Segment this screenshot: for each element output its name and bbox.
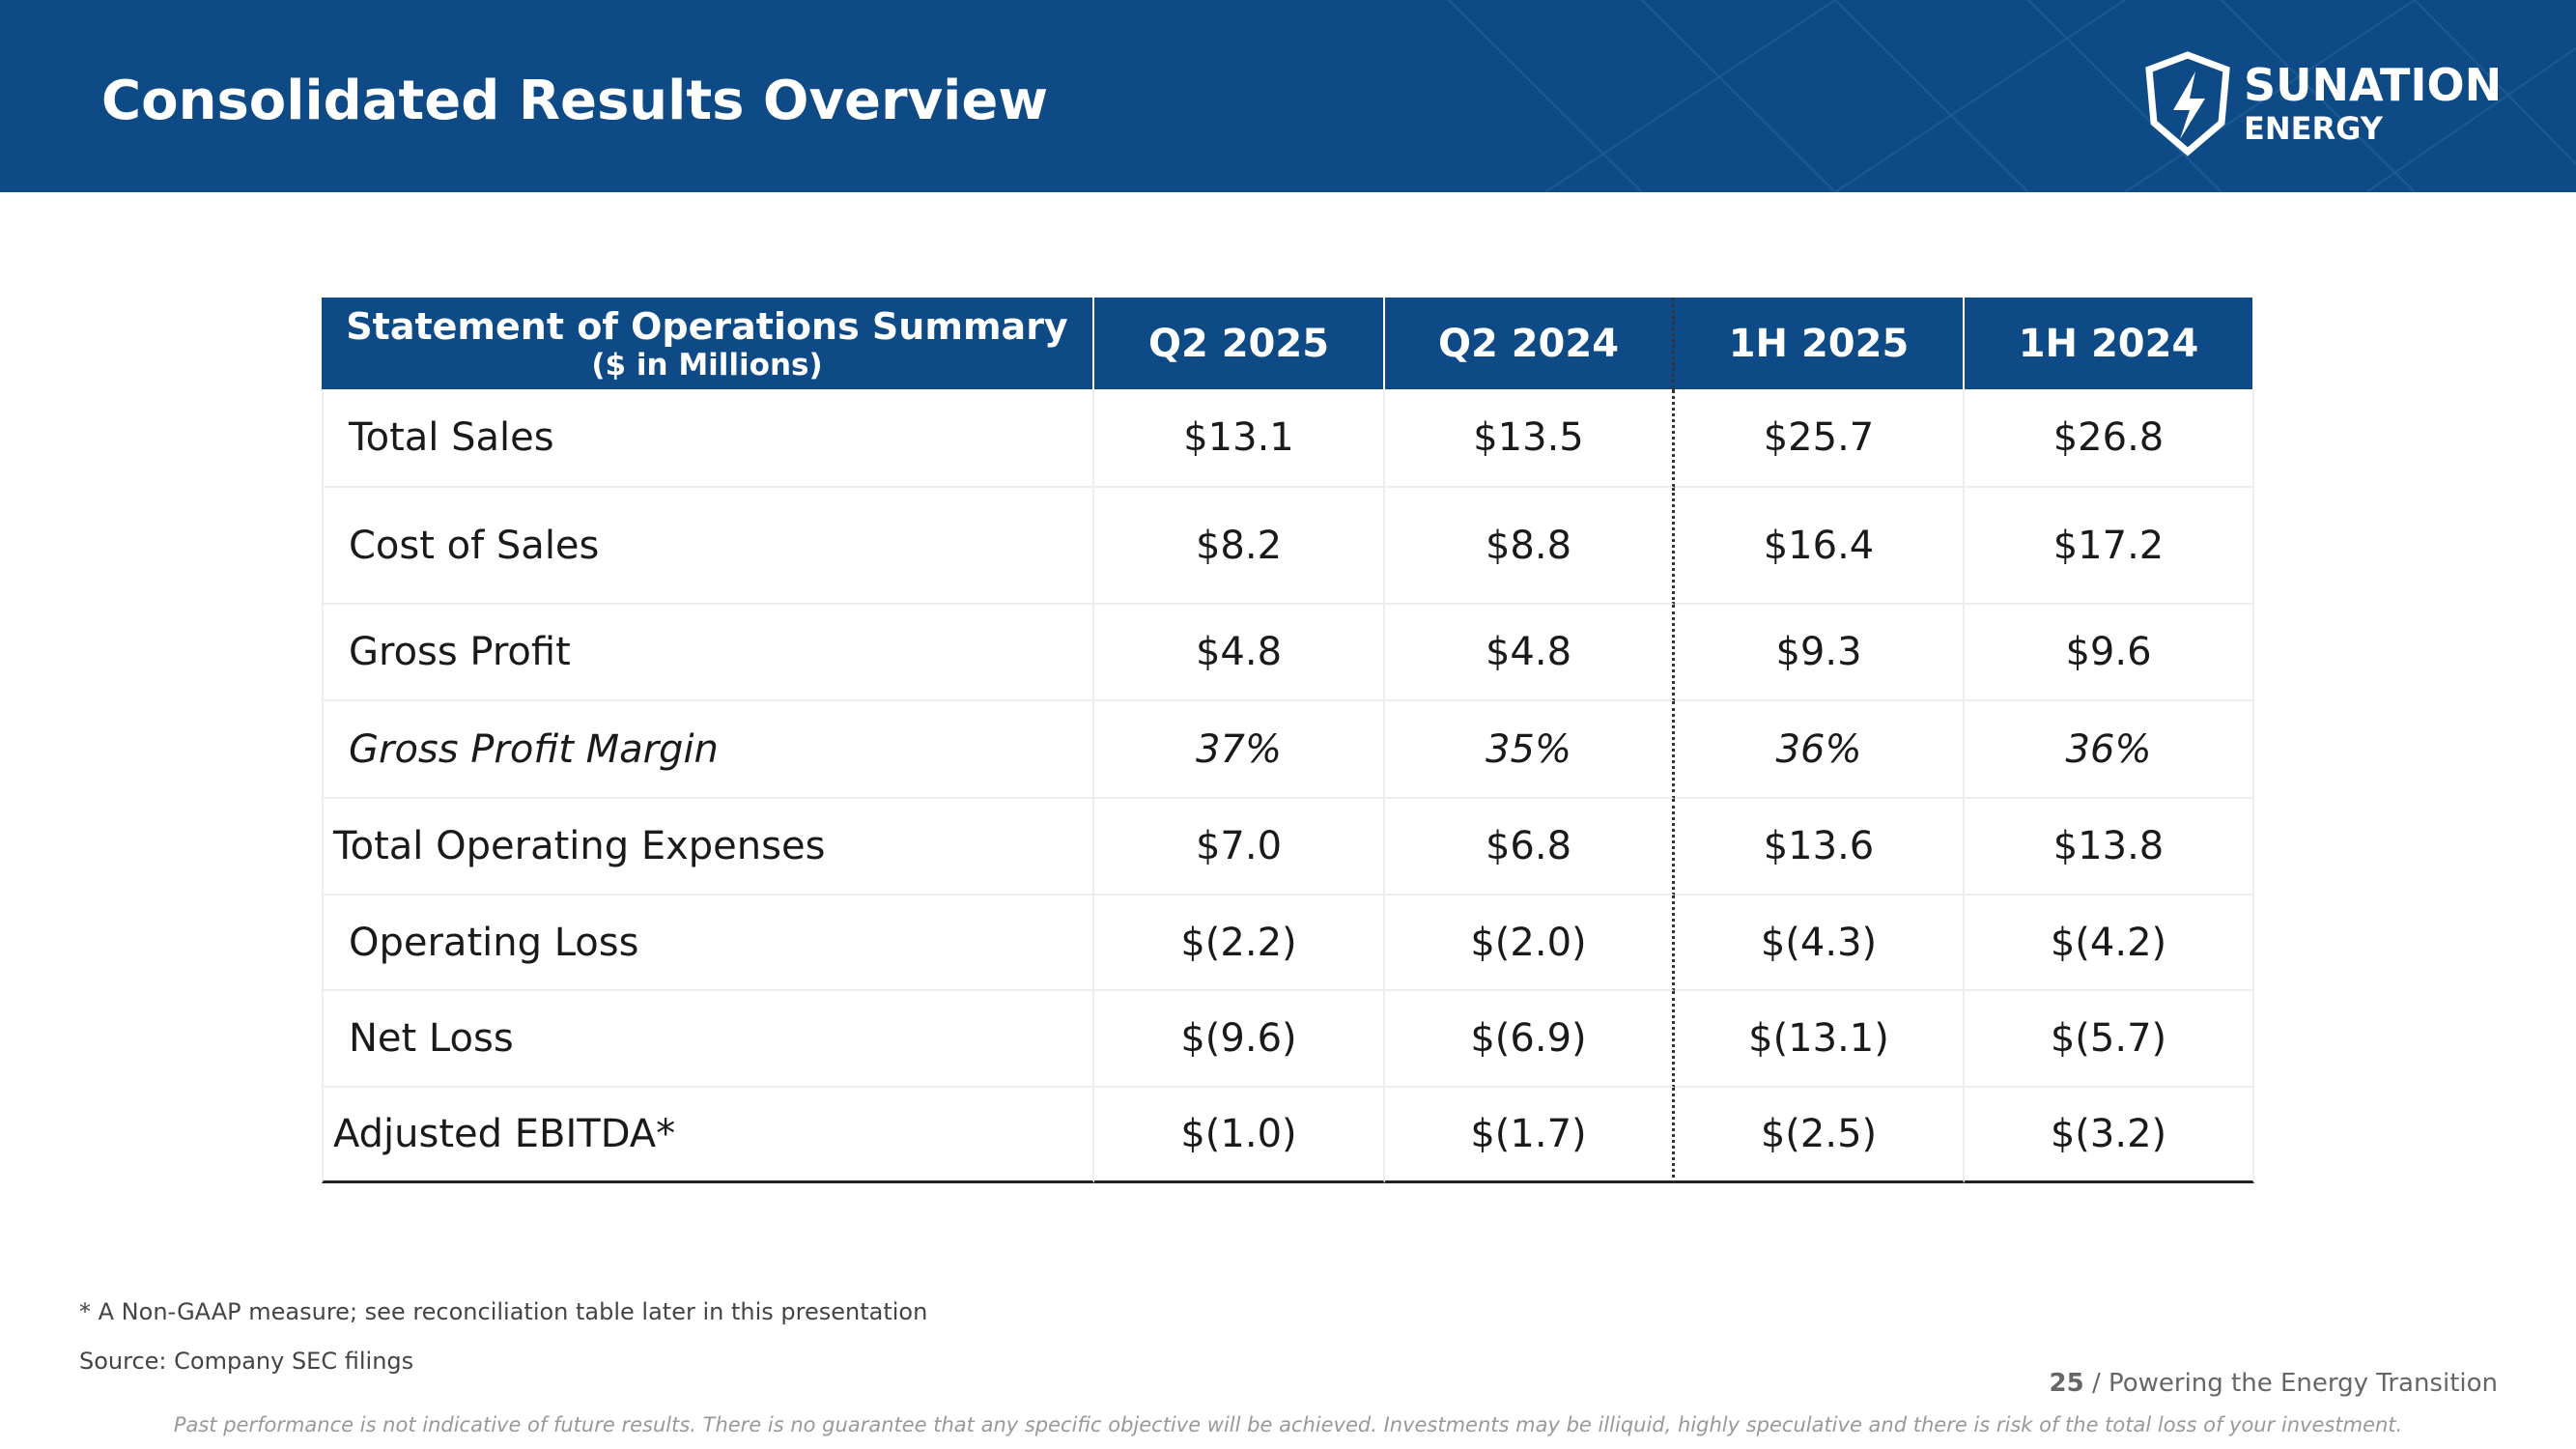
table-row: Total Operating Expenses $7.0 $6.8 $13.6 $13… [322,799,2254,895]
slide-title: Consolidated Results Overview [101,70,1049,132]
page-footer: 25 / Powering the Energy Transition [2049,1369,2498,1398]
table-cell: $17.2 [1965,488,2254,605]
row-label: Gross Profit Margin [322,701,1094,799]
table-cell: $26.8 [1965,389,2254,488]
table-cell: $(4.2) [1965,895,2254,991]
table-row: Gross Profit $4.8 $4.8 $9.3 $9.6 [322,605,2254,701]
row-label: Operating Loss [322,895,1094,991]
table-cell: $(13.1) [1675,991,1965,1088]
column-header: 1H 2024 [1965,298,2254,389]
table-cell: $(5.7) [1965,991,2254,1088]
table-cell: $(6.9) [1385,991,1675,1088]
table-cell: $13.1 [1094,389,1385,488]
row-label: Total Operating Expenses [322,799,1094,895]
table-cell: $(1.0) [1094,1088,1385,1183]
column-header: Q2 2025 [1094,298,1385,389]
table-row: Total Sales $13.1 $13.5 $25.7 $26.8 [322,389,2254,488]
header-band: Consolidated Results Overview SUNATION E… [0,0,2576,192]
column-header: 1H 2025 [1675,298,1965,389]
footnote: Source: Company SEC filings [79,1348,414,1375]
header-title: Statement of Operations Summary [346,304,1068,348]
header-cell: Statement of Operations Summary ($ in Mil… [322,298,1094,389]
panel-pattern [1448,0,2576,192]
tagline: / Powering the Energy Transition [2091,1369,2498,1398]
table-cell: 35% [1385,701,1675,799]
row-label: Total Sales [322,389,1094,488]
logo: SUNATION ENERGY [2145,51,2502,156]
header-subtitle: ($ in Millions) [591,347,823,383]
disclaimer: Past performance is not indicative of fu… [173,1413,2403,1436]
table-cell: $16.4 [1675,488,1965,605]
table-cell: $4.8 [1094,605,1385,701]
header-row: Statement of Operations Summary ($ in Mil… [322,298,2254,389]
table-row: Net Loss $(9.6) $(6.9) $(13.1) $(5.7) [322,991,2254,1088]
table-cell: $(3.2) [1965,1088,2254,1183]
table-cell: $9.3 [1675,605,1965,701]
column-header: Q2 2024 [1385,298,1675,389]
footnote: * A Non-GAAP measure; see reconciliation… [79,1298,928,1325]
table-cell: $9.6 [1965,605,2254,701]
table-row: Adjusted EBITDA* $(1.0) $(1.7) $(2.5) $(3.2) [322,1088,2254,1183]
table-cell: $13.6 [1675,799,1965,895]
logo-sub: ENERGY [2244,110,2384,147]
row-label: Net Loss [322,991,1094,1088]
table-cell: $7.0 [1094,799,1385,895]
table-cell: $(2.5) [1675,1088,1965,1183]
table-cell: $(9.6) [1094,991,1385,1088]
row-label: Cost of Sales [322,488,1094,605]
table-cell: $13.5 [1385,389,1675,488]
logo-name: SUNATION [2244,59,2502,111]
table-row: Cost of Sales $8.2 $8.8 $16.4 $17.2 [322,488,2254,605]
table-row: Operating Loss $(2.2) $(2.0) $(4.3) $(4.2) [322,895,2254,991]
row-label: Adjusted EBITDA* [322,1088,1094,1183]
table-cell: $8.2 [1094,488,1385,605]
row-label: Gross Profit [322,605,1094,701]
table-cell: 36% [1965,701,2254,799]
table-cell: $(2.0) [1385,895,1675,991]
table-cell: $(1.7) [1385,1088,1675,1183]
table-cell: 37% [1094,701,1385,799]
table-cell: $(4.3) [1675,895,1965,991]
table-cell: $13.8 [1965,799,2254,895]
table-cell: $25.7 [1675,389,1965,488]
table-cell: $6.8 [1385,799,1675,895]
page-number: 25 [2049,1369,2084,1398]
table-cell: $(2.2) [1094,895,1385,991]
table-cell: $8.8 [1385,488,1675,605]
table-cell: $4.8 [1385,605,1675,701]
table-row: Gross Profit Margin 37% 35% 36% 36% [322,701,2254,799]
table-cell: 36% [1675,701,1965,799]
